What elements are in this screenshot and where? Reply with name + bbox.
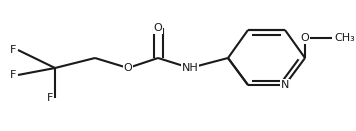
Text: F: F xyxy=(10,45,16,55)
Text: NH: NH xyxy=(182,63,198,73)
Text: N: N xyxy=(281,80,289,90)
Text: O: O xyxy=(154,23,162,33)
Text: O: O xyxy=(124,63,132,73)
Text: F: F xyxy=(10,70,16,80)
Text: O: O xyxy=(300,33,309,43)
Text: CH₃: CH₃ xyxy=(334,33,355,43)
Text: F: F xyxy=(47,93,53,103)
